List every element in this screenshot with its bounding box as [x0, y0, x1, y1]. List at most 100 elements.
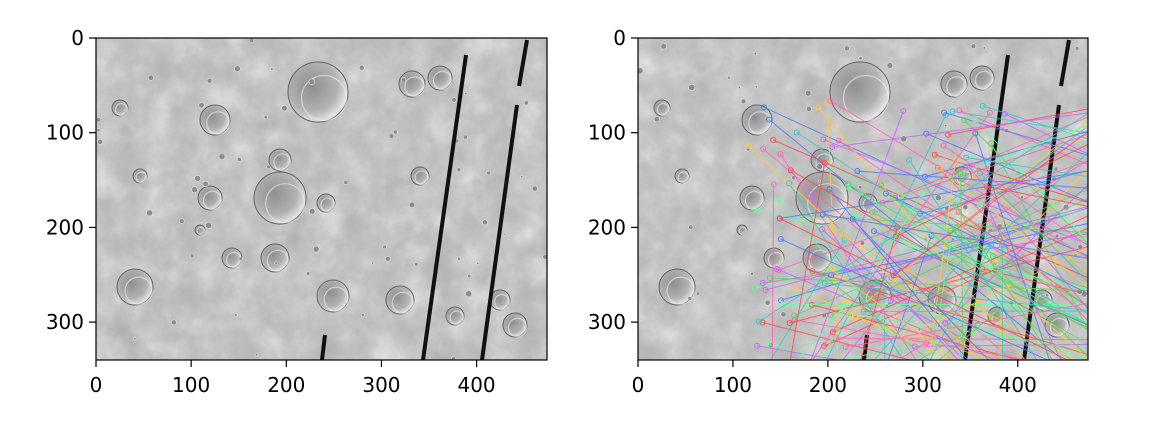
- small-pit: [696, 291, 701, 296]
- match-line: [836, 337, 1088, 341]
- crater-rim: [666, 276, 695, 305]
- keypoint: [887, 298, 894, 305]
- small-pit: [1054, 233, 1060, 239]
- small-pit: [816, 163, 823, 170]
- crater-rim: [767, 251, 785, 269]
- small-pit: [462, 134, 468, 140]
- small-pit: [638, 67, 644, 75]
- x-tick-label: 200: [809, 373, 847, 397]
- small-pit: [660, 43, 667, 50]
- small-pit: [688, 83, 696, 91]
- match-line: [809, 196, 959, 360]
- x-tick-label: 0: [632, 373, 645, 397]
- keypoint: [754, 342, 761, 349]
- keypoint: [870, 228, 877, 235]
- match-line: [883, 276, 886, 360]
- small-pit: [198, 102, 205, 109]
- small-pit: [202, 180, 209, 188]
- crater: [741, 104, 773, 136]
- crater: [316, 279, 350, 313]
- keypoint: [786, 319, 793, 326]
- small-pit: [218, 153, 226, 160]
- match-line: [768, 343, 829, 360]
- small-pit: [467, 274, 472, 279]
- match-line: [944, 183, 1088, 324]
- crater-rim: [202, 190, 222, 210]
- keypoint: [999, 242, 1006, 249]
- small-pit: [982, 46, 986, 50]
- small-pit: [147, 74, 154, 81]
- keypoint: [786, 180, 793, 187]
- keypoint: [829, 329, 836, 336]
- small-pit: [943, 123, 948, 128]
- match-line: [768, 119, 1064, 360]
- crater-rim: [815, 153, 834, 172]
- keypoint: [829, 144, 836, 151]
- small-pit: [900, 135, 908, 143]
- match-line: [985, 204, 1062, 360]
- keypoint: [751, 205, 758, 212]
- keypoint: [994, 308, 1001, 315]
- x-tick-label: 100: [172, 373, 210, 397]
- small-pit: [482, 219, 488, 226]
- keypoint: [826, 186, 833, 193]
- small-pit: [343, 180, 349, 185]
- crater: [385, 285, 415, 315]
- keypoint: [983, 183, 990, 190]
- data-gap-streak: [517, 39, 529, 87]
- keypoint: [952, 201, 959, 208]
- keypoint: [815, 104, 822, 111]
- keypoint: [936, 165, 943, 172]
- keypoint: [906, 156, 913, 163]
- match-line: [824, 282, 1088, 312]
- y-tick-label: 0: [613, 26, 626, 50]
- x-tick-label: 200: [267, 373, 305, 397]
- match-line: [963, 119, 1088, 245]
- keypoint: [919, 190, 926, 197]
- data-gap-streak: [480, 104, 519, 360]
- small-pit: [281, 105, 288, 112]
- small-pit: [312, 245, 320, 253]
- y-tick-label: 0: [71, 26, 84, 50]
- small-pit: [886, 62, 894, 69]
- keypoint: [1001, 110, 1008, 117]
- keypoint: [777, 215, 784, 222]
- small-pit: [306, 271, 311, 276]
- keypoint: [840, 305, 847, 312]
- crater-rim: [449, 310, 465, 326]
- keypoint: [819, 211, 826, 218]
- small-pit: [263, 115, 268, 120]
- match-line: [943, 112, 1088, 156]
- crater: [253, 171, 307, 225]
- small-pit: [737, 86, 741, 90]
- match-line: [778, 199, 916, 360]
- match-line: [929, 245, 992, 360]
- keypoint: [819, 226, 826, 233]
- keypoint: [850, 209, 857, 216]
- keypoint: [761, 104, 768, 111]
- x-tick-label: 400: [999, 373, 1037, 397]
- keypoint: [942, 319, 949, 326]
- match-line: [979, 172, 1088, 283]
- match-line: [937, 167, 1088, 322]
- small-pit: [750, 271, 755, 276]
- match-line: [845, 302, 1088, 348]
- match-line: [789, 162, 826, 360]
- feature-match-lines: [745, 97, 1088, 360]
- small-pit: [451, 97, 457, 103]
- match-line: [756, 345, 841, 360]
- left-image-panel: 0 100 200 300 400 0 100 200 300: [46, 26, 548, 397]
- keypoint: [809, 268, 816, 275]
- left-axes: 0 100 200 300 400 0 100 200 300: [46, 26, 548, 397]
- crater-rim: [974, 70, 995, 91]
- small-pit: [408, 201, 416, 208]
- match-line: [927, 247, 1088, 327]
- match-line: [908, 159, 1038, 360]
- x-tick-label: 300: [904, 373, 942, 397]
- small-pit: [414, 262, 419, 267]
- small-pit: [97, 138, 103, 145]
- small-pit: [531, 185, 538, 192]
- right-axes: 0 100 200 300 400 0 100 200 300: [588, 26, 1089, 397]
- y-tick-label: 100: [46, 121, 84, 145]
